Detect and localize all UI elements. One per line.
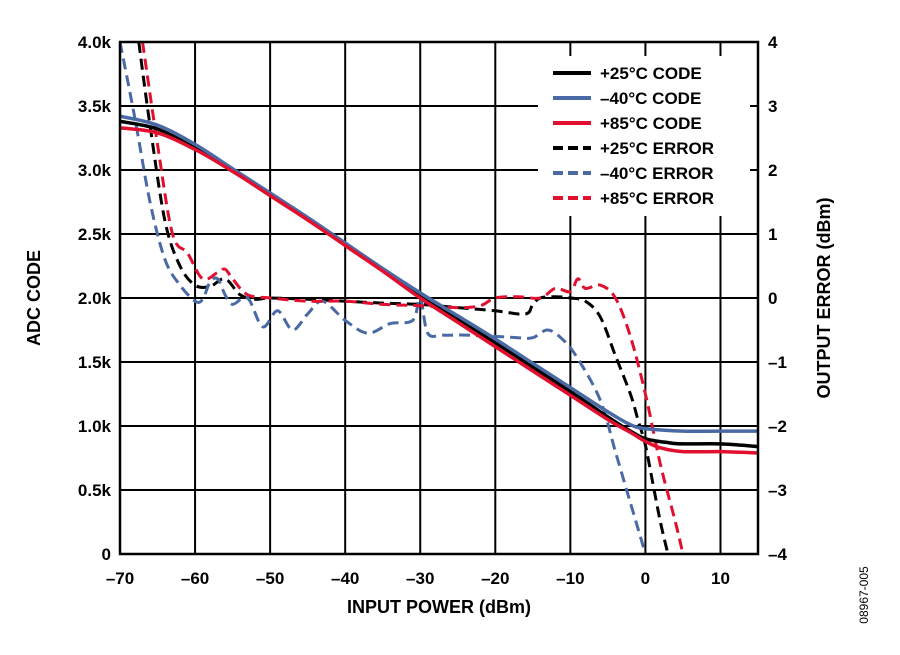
legend-items: +25°C CODE –40°C CODE +85°C CODE +25°C ERRO… (553, 64, 714, 208)
y-tick-label: 4.0k (78, 33, 112, 52)
x-tick-label: –10 (556, 569, 584, 588)
y2-tick-labels: –4 –3 –2 –1 0 1 2 3 4 (768, 33, 787, 564)
y2-tick-label: 2 (768, 161, 777, 180)
y2-tick-label: 3 (768, 97, 777, 116)
x-tick-label: 10 (711, 569, 730, 588)
y-tick-label: 2.0k (78, 289, 112, 308)
y2-tick-label: 4 (768, 33, 778, 52)
x-tick-label: –20 (481, 569, 509, 588)
plot-border (118, 40, 760, 556)
legend-label: +25°C ERROR (600, 139, 714, 158)
x-tick-label: 0 (641, 569, 650, 588)
y2-tick-label: 0 (768, 289, 777, 308)
legend-label: –40°C CODE (600, 89, 701, 108)
legend: +25°C CODE –40°C CODE +85°C CODE +25°C ERRO… (538, 56, 750, 216)
y-axis-title: ADC CODE (24, 250, 44, 346)
series-line-5 (141, 42, 685, 554)
series-group (120, 42, 758, 554)
series-line-4 (120, 42, 647, 554)
legend-label: –40°C ERROR (600, 164, 714, 183)
y-tick-label: 1.5k (78, 353, 112, 372)
y2-tick-label: –4 (768, 545, 787, 564)
y-tick-label: 0.5k (78, 481, 112, 500)
legend-label: +85°C ERROR (600, 189, 714, 208)
y-tick-label: 3.0k (78, 161, 112, 180)
legend-box (538, 56, 750, 216)
series-line-1 (120, 114, 758, 434)
x-tick-label: –40 (331, 569, 359, 588)
x-axis-title: INPUT POWER (dBm) (347, 597, 531, 617)
legend-label: +25°C CODE (600, 64, 702, 83)
y2-tick-label: –2 (768, 417, 787, 436)
y-tick-label: 1.0k (78, 417, 112, 436)
series-line-2 (120, 126, 758, 455)
y2-tick-label: 1 (768, 225, 777, 244)
series-layer (120, 42, 758, 554)
y-tick-labels: 0 0.5k 1.0k 1.5k 2.0k 2.5k 3.0k 3.5k 4.0k (78, 33, 112, 564)
x-tick-label: –70 (106, 569, 134, 588)
y-tick-label: 3.5k (78, 97, 112, 116)
y-tick-label: 2.5k (78, 225, 112, 244)
y-tick-label: 0 (102, 545, 111, 564)
x-tick-label: –60 (181, 569, 209, 588)
legend-label: +85°C CODE (600, 114, 702, 133)
x-tick-label: –30 (406, 569, 434, 588)
x-tick-label: –50 (256, 569, 284, 588)
x-tick-labels: –70 –60 –50 –40 –30 –20 –10 0 10 (106, 569, 730, 588)
figure-id: 08967-005 (857, 566, 871, 624)
y2-tick-label: –1 (768, 353, 787, 372)
y2-tick-label: –3 (768, 481, 787, 500)
y2-axis-title: OUTPUT ERROR (dBm) (814, 198, 834, 399)
